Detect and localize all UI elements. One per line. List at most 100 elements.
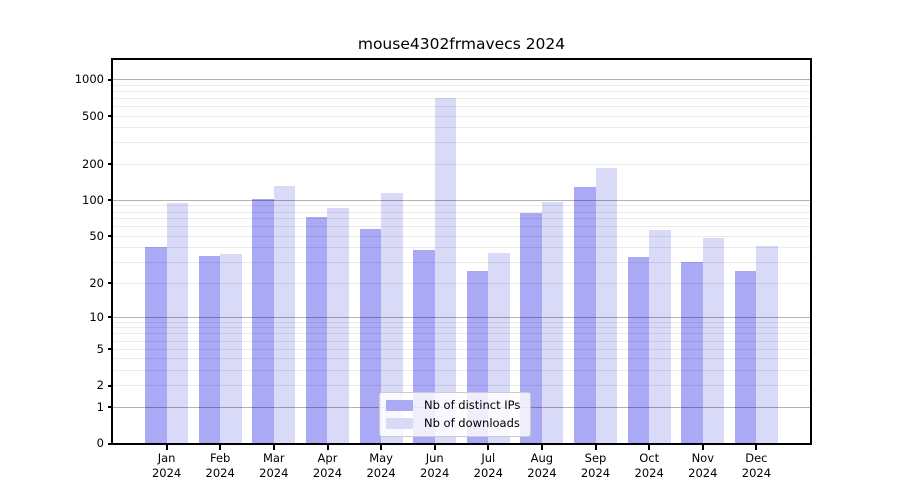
x-tick-year: 2024	[634, 466, 664, 480]
x-tick-mark	[272, 445, 275, 450]
legend: Nb of distinct IPs Nb of downloads	[379, 392, 532, 437]
x-tick-mark	[326, 445, 329, 450]
y-tick-mark	[108, 348, 113, 351]
x-tick-year: 2024	[420, 466, 450, 480]
x-tick-mark	[380, 445, 383, 450]
x-tick-month: Aug	[530, 451, 554, 465]
x-tick-year: 2024	[312, 466, 343, 480]
x-tick-label-nov: Nov 2024	[663, 451, 743, 481]
x-tick-month: Apr	[317, 451, 338, 465]
y-tick-label-500: 500	[82, 108, 104, 123]
legend-item-downloads: Nb of downloads	[386, 416, 520, 431]
gridline-minor	[113, 340, 810, 342]
gridline-minor	[113, 282, 810, 284]
x-tick-label-jun: Jun 2024	[395, 451, 475, 481]
bar-downloads-jan	[166, 202, 189, 444]
legend-swatch-downloads	[386, 418, 413, 429]
y-tick-mark	[108, 442, 113, 445]
bar-distinct-ips-jan	[145, 247, 167, 444]
axis-spine-left	[111, 58, 113, 445]
x-tick-year: 2024	[473, 466, 503, 480]
x-tick-label-jan: Jan 2024	[127, 451, 207, 481]
y-tick-mark	[108, 235, 113, 238]
gridline-minor	[113, 163, 810, 165]
gridline-minor	[113, 97, 810, 99]
gridline-minor	[113, 321, 810, 323]
bar-downloads-apr	[327, 208, 349, 444]
bar-distinct-ips-oct	[627, 257, 650, 444]
y-tick-mark	[108, 406, 113, 408]
gridline-minor	[113, 218, 810, 220]
gridline-minor	[113, 358, 810, 360]
x-tick-label-sep: Sep 2024	[556, 451, 636, 481]
x-tick-mark	[165, 445, 168, 450]
gridline-minor	[113, 333, 810, 335]
y-tick-mark	[108, 282, 113, 285]
bar-downloads-jun	[434, 97, 457, 444]
y-tick-mark	[108, 199, 113, 202]
gridline-major	[113, 316, 810, 318]
y-tick-label-1000: 1000	[74, 72, 104, 86]
x-tick-mark	[594, 445, 597, 450]
gridline-minor	[113, 115, 810, 117]
axis-spine-right	[810, 58, 812, 445]
y-tick-label-10: 10	[89, 309, 104, 324]
x-tick-mark	[219, 445, 222, 450]
bar-downloads-feb	[220, 254, 242, 444]
gridline-minor	[113, 348, 810, 350]
x-tick-year: 2024	[741, 466, 772, 480]
y-tick-label-50: 50	[89, 228, 104, 243]
gridline-major	[113, 199, 810, 201]
x-tick-year: 2024	[151, 466, 182, 480]
y-tick-mark	[108, 115, 113, 117]
legend-swatch-distinct-ips	[386, 400, 413, 411]
gridline-minor	[113, 142, 810, 144]
legend-item-distinct-ips: Nb of distinct IPs	[386, 398, 520, 413]
gridline-minor	[113, 247, 810, 249]
x-tick-label-apr: Apr 2024	[288, 451, 368, 481]
axis-spine-bottom	[111, 443, 812, 445]
x-tick-label-may: May 2024	[341, 451, 421, 481]
bar-distinct-ips-mar	[252, 198, 274, 444]
bar-distinct-ips-may	[359, 229, 382, 444]
bar-distinct-ips-apr	[305, 216, 328, 444]
gridline-minor	[113, 226, 810, 228]
x-tick-month: Sep	[584, 451, 607, 465]
y-tick-label-200: 200	[82, 156, 104, 171]
bar-downloads-mar	[273, 186, 296, 444]
y-tick-label-100: 100	[82, 192, 104, 207]
y-tick-mark	[108, 316, 113, 319]
legend-label-downloads: Nb of downloads	[424, 416, 520, 430]
bar-downloads-nov	[702, 237, 725, 444]
gridline-minor	[113, 370, 810, 371]
x-tick-year: 2024	[688, 466, 718, 480]
x-tick-year: 2024	[366, 466, 396, 480]
gridline-minor	[113, 105, 810, 107]
y-tick-label-2: 2	[96, 378, 104, 393]
gridline-minor	[113, 385, 810, 387]
gridline-minor	[113, 262, 810, 264]
x-tick-year: 2024	[527, 466, 557, 480]
axis-spine-top	[111, 58, 812, 60]
x-tick-mark	[701, 445, 704, 450]
x-tick-mark	[433, 445, 436, 450]
gridline-minor	[113, 84, 810, 86]
legend-label-distinct-ips: Nb of distinct IPs	[424, 398, 521, 412]
gridline-minor	[113, 327, 810, 329]
x-tick-mark	[540, 445, 543, 450]
y-tick-label-1: 1	[96, 399, 104, 414]
bar-downloads-dec	[756, 246, 778, 444]
bar-downloads-oct	[649, 229, 671, 444]
gridline-major	[113, 79, 810, 80]
x-tick-month: Nov	[691, 451, 715, 465]
y-tick-mark	[108, 163, 113, 166]
bar-downloads-aug	[541, 201, 564, 444]
x-tick-month: Dec	[745, 451, 768, 465]
y-tick-mark	[108, 78, 113, 81]
x-tick-label-oct: Oct 2024	[609, 451, 689, 481]
gridline-minor	[113, 205, 810, 207]
x-tick-month: Jan	[157, 451, 176, 465]
x-tick-mark	[648, 445, 651, 450]
bar-distinct-ips-feb	[198, 255, 221, 444]
bar-downloads-sep	[595, 167, 618, 444]
